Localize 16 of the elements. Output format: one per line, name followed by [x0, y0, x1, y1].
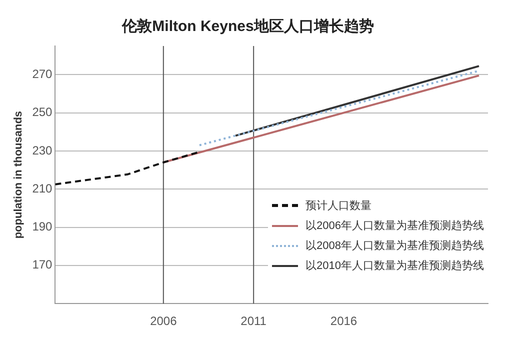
y-tick-label: 230 [32, 143, 53, 158]
y-tick-label: 250 [32, 105, 53, 120]
line-series [55, 150, 200, 186]
y-tick-label: 190 [32, 220, 53, 234]
legend-label: 以2008年人口数量为基准预测趋势线 [306, 238, 484, 253]
legend-label: 以2010年人口数量为基准预测趋势线 [306, 258, 484, 273]
x-tick-label: 2011 [240, 314, 267, 328]
legend-label: 预计人口数量 [306, 199, 372, 213]
y-tick-label: 170 [32, 258, 53, 272]
y-tick-label: 270 [32, 66, 53, 81]
x-tick-label: 2016 [330, 314, 358, 328]
y-tick-label: 210 [32, 181, 53, 196]
x-tick-label: 2006 [150, 314, 178, 328]
legend-label: 以2006年人口数量为基准预测趋势线 [306, 218, 484, 233]
y-axis-title: population in thousands [12, 110, 25, 239]
chart-title: 伦敦Milton Keynes地区人口增长趋势 [121, 18, 374, 36]
